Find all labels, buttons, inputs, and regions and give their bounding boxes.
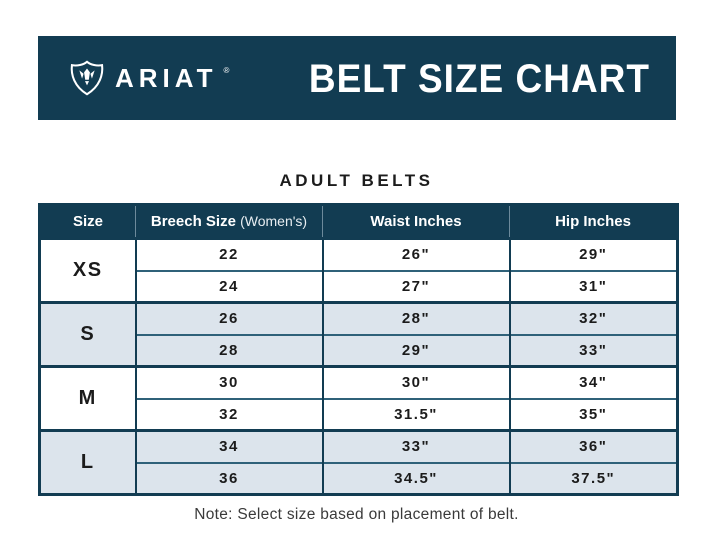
header-breech-light: (Women's) [240, 213, 308, 229]
hip-value: 36" [508, 430, 678, 463]
waist-value: 26" [321, 238, 510, 271]
hip-value: 37.5" [508, 461, 678, 495]
waist-value: 31.5" [321, 397, 510, 431]
waist-value: 33" [321, 430, 510, 463]
footer-note: Note: Select size based on placement of … [194, 506, 519, 523]
header-hip: Hip Inches [509, 204, 678, 239]
size-label-l: L [80, 451, 95, 473]
ariat-logo: ARIAT ® [68, 60, 232, 96]
section-title: ADULT BELTS [279, 171, 434, 190]
hip-value: 29" [508, 238, 678, 271]
size-group-s: S 26 28" 32" 28 29" 33" [39, 302, 678, 367]
header-breech-bold: Breech Size [150, 213, 236, 230]
hip-value: 35" [508, 397, 678, 431]
breech-value: 36 [134, 461, 323, 495]
breech-value: 26 [134, 302, 323, 335]
table-row: XS 22 26" 29" [40, 238, 678, 281]
breech-value: 32 [134, 397, 323, 431]
breech-value: 22 [134, 238, 323, 271]
table-header: Size Breech Size (Women's) Waist Inches … [39, 204, 678, 239]
registered-trademark: ® [223, 65, 230, 75]
brand-wordmark: ARIAT [115, 63, 218, 93]
table-row: 32 31.5" 35" [40, 397, 678, 431]
breech-value: 34 [134, 430, 323, 463]
size-group-l: L 34 33" 36" 36 34.5" 37.5" [39, 430, 678, 495]
size-label-s: S [80, 323, 96, 345]
table-row: 24 27" 31" [40, 269, 678, 303]
table-row: L 34 33" 36" [40, 430, 678, 473]
header-waist: Waist Inches [322, 204, 510, 239]
size-label-xs: XS [72, 259, 103, 281]
table-row: M 30 30" 34" [40, 366, 678, 409]
ariat-shield-icon [70, 60, 104, 96]
waist-value: 34.5" [321, 461, 510, 495]
size-group-xs: XS 22 26" 29" 24 27" 31" [39, 238, 678, 303]
table-row: 28 29" 33" [40, 333, 678, 367]
brand-banner: ARIAT ® BELT SIZE CHART [38, 36, 676, 120]
size-group-m: M 30 30" 34" 32 31.5" 35" [39, 366, 678, 431]
table-row: 36 34.5" 37.5" [40, 461, 678, 495]
breech-value: 30 [134, 366, 323, 399]
hip-value: 34" [508, 366, 678, 399]
table-row: S 26 28" 32" [40, 302, 678, 345]
hip-value: 33" [508, 333, 678, 367]
waist-value: 29" [321, 333, 510, 367]
breech-value: 28 [134, 333, 323, 367]
waist-value: 28" [321, 302, 510, 335]
hip-value: 32" [508, 302, 678, 335]
size-label-m: M [78, 387, 97, 409]
waist-value: 27" [321, 269, 510, 303]
waist-value: 30" [321, 366, 510, 399]
header-breech: Breech Size (Women's) [135, 204, 323, 239]
breech-value: 24 [134, 269, 323, 303]
header-size: Size [39, 204, 136, 239]
belt-size-table: Size Breech Size (Women's) Waist Inches … [38, 203, 679, 496]
page-title: BELT SIZE CHART [308, 55, 650, 101]
hip-value: 31" [508, 269, 678, 303]
